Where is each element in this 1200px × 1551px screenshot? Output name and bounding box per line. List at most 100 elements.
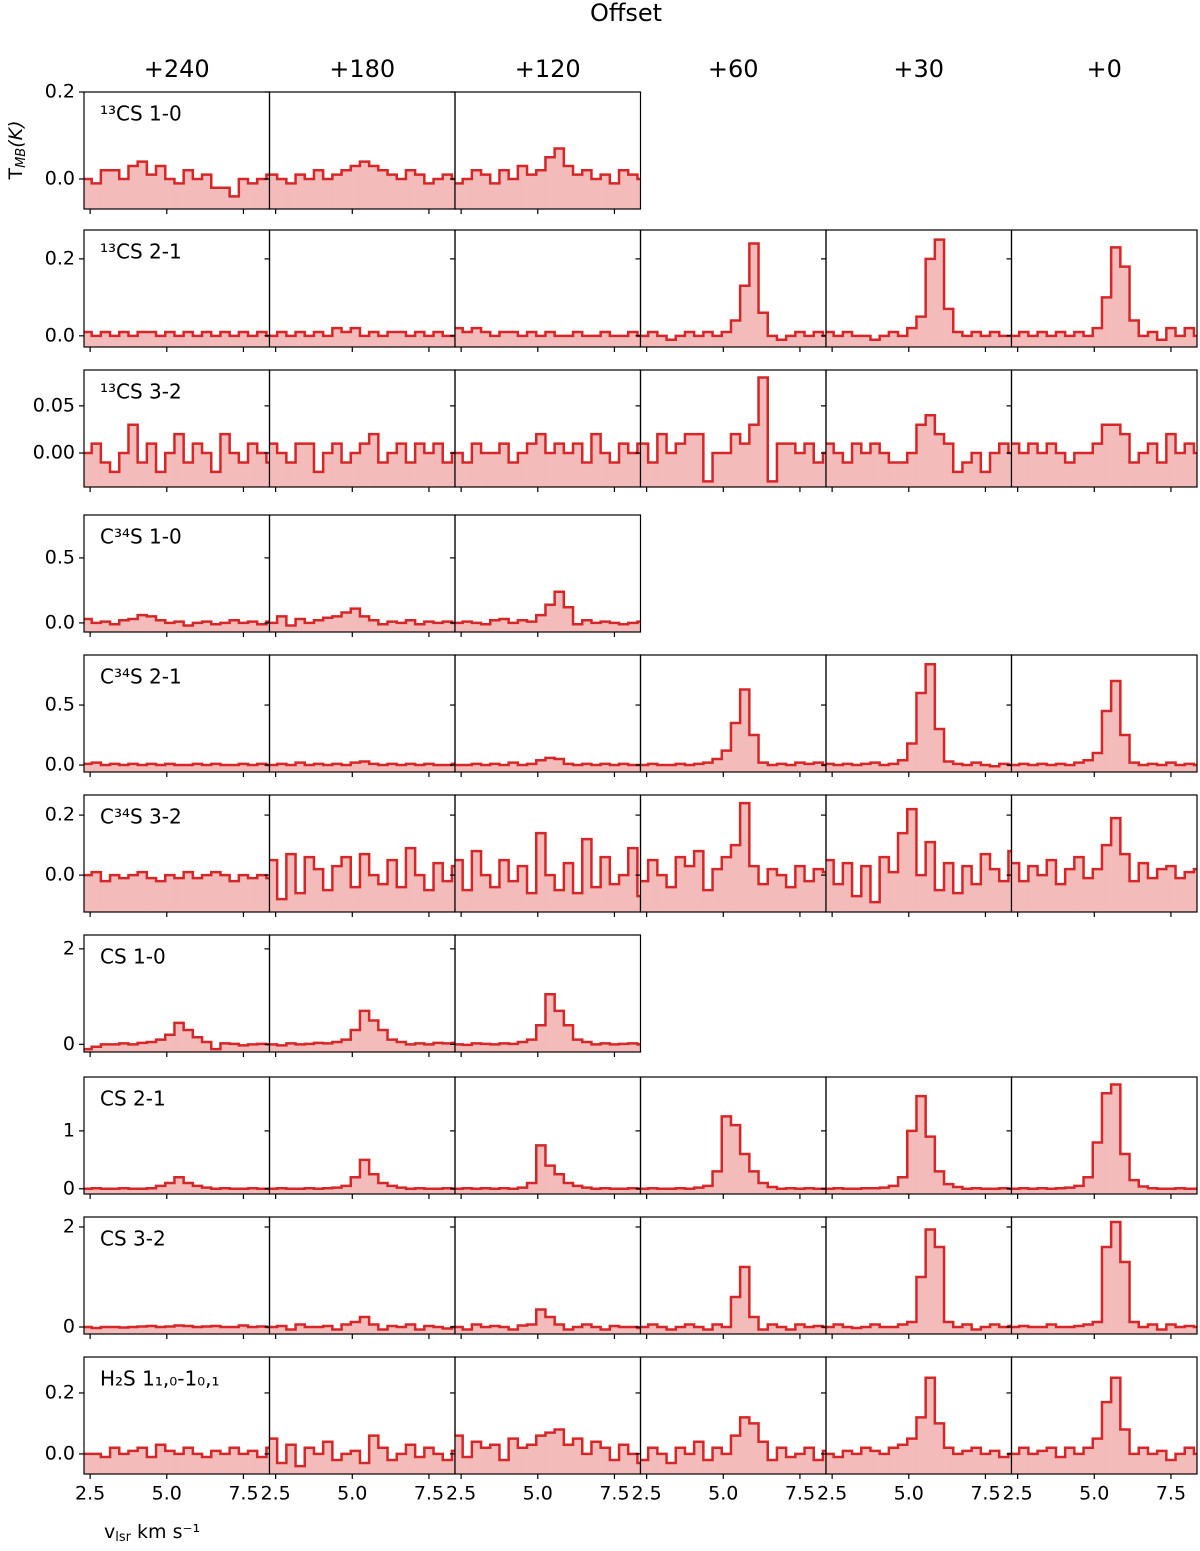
channel-fill — [1111, 1377, 1121, 1474]
channel-fill — [609, 1459, 620, 1474]
channel-fill — [359, 854, 370, 912]
channel-fill — [481, 331, 491, 347]
channel-fill — [1157, 1329, 1167, 1334]
channel-fill — [517, 765, 528, 772]
channel-fill — [451, 1450, 455, 1474]
panel-data — [84, 423, 270, 487]
panel-frame — [268, 514, 456, 633]
channel-fill — [156, 471, 166, 487]
channel-fill — [1157, 869, 1167, 912]
channel-fill — [609, 622, 620, 632]
channel-fill — [165, 1034, 175, 1052]
channel-fill — [183, 625, 194, 632]
channel-fill — [257, 763, 267, 772]
channel-fill — [313, 1042, 324, 1052]
channel-fill — [758, 377, 769, 487]
channel-fill — [128, 1450, 138, 1474]
channel-fill — [84, 331, 92, 347]
channel-fill — [609, 462, 620, 487]
channel-fill — [387, 763, 398, 772]
spectrum-line — [84, 423, 270, 474]
channel-fill — [192, 622, 203, 632]
channel-fill — [666, 453, 677, 487]
channel-fill — [1111, 424, 1121, 487]
channel-fill — [703, 1329, 713, 1334]
channel-fill — [211, 187, 221, 209]
channel-fill — [304, 178, 315, 209]
panel-frame — [268, 654, 456, 773]
channel-fill — [517, 866, 528, 912]
channel-fill — [396, 1041, 407, 1052]
channel-fill — [248, 443, 258, 487]
channel-fill — [202, 331, 212, 347]
panel-data — [826, 238, 1012, 347]
panel-data — [455, 590, 641, 632]
channel-fill — [545, 157, 555, 209]
y-tick-label: 2 — [63, 1216, 75, 1238]
channel-fill — [415, 875, 425, 912]
channel-fill — [888, 1447, 899, 1474]
channel-fill — [396, 887, 407, 912]
channel-fill — [91, 872, 102, 912]
channel-fill — [359, 443, 370, 487]
channel-fill — [1055, 1456, 1066, 1474]
channel-fill — [1046, 335, 1057, 347]
channel-fill — [490, 183, 500, 209]
channel-fill — [433, 622, 444, 632]
channel-fill — [128, 1327, 138, 1334]
channel-fill — [269, 1044, 278, 1052]
channel-fill — [295, 762, 306, 772]
x-tick-label: 2.5 — [817, 1483, 847, 1505]
channel-fill — [455, 183, 463, 209]
channel-fill — [925, 258, 936, 347]
channel-fill — [648, 331, 658, 347]
channel-fill — [455, 1327, 463, 1334]
channel-fill — [1193, 869, 1197, 912]
channel-fill — [1120, 1154, 1130, 1194]
channel-fill — [870, 902, 880, 912]
y-tick-label: 0 — [63, 1316, 75, 1338]
channel-fill — [433, 178, 444, 209]
channel-fill — [508, 622, 519, 632]
channel-fill — [359, 335, 370, 347]
channel-fill — [563, 335, 574, 347]
channel-fill — [852, 1328, 862, 1334]
channel-fill — [369, 165, 379, 209]
channel-fill — [795, 866, 805, 912]
channel-fill — [277, 1326, 287, 1334]
channel-fill — [238, 875, 249, 912]
channel-fill — [359, 761, 370, 772]
channel-fill — [861, 1327, 871, 1334]
channel-fill — [91, 335, 102, 347]
channel-fill — [202, 1456, 212, 1474]
channel-fill — [953, 471, 963, 487]
y-axis-label: TMB(K) — [5, 120, 29, 180]
channel-fill — [341, 1039, 352, 1052]
channel-fill — [888, 1327, 899, 1334]
channel-fill — [286, 335, 296, 347]
channel-fill — [451, 178, 455, 209]
channel-fill — [442, 881, 453, 912]
channel-fill — [1092, 1322, 1103, 1334]
channel-fill — [637, 178, 641, 209]
channel-fill — [640, 1327, 649, 1334]
channel-fill — [192, 178, 203, 209]
channel-fill — [481, 875, 491, 912]
channel-fill — [91, 622, 102, 632]
channel-fill — [415, 765, 425, 772]
channel-fill — [451, 763, 455, 772]
channel-fill — [657, 335, 667, 347]
channel-fill — [248, 1327, 258, 1334]
row-label: H₂S 1₁,₀-1₀,₁ — [100, 1367, 220, 1391]
channel-fill — [387, 621, 398, 632]
channel-fill — [944, 1447, 954, 1474]
channel-fill — [192, 1185, 203, 1194]
channel-fill — [1138, 1327, 1149, 1334]
channel-fill — [609, 884, 620, 912]
channel-fill — [740, 1267, 750, 1334]
channel-fill — [499, 619, 509, 632]
channel-fill — [119, 331, 129, 347]
channel-fill — [462, 890, 473, 912]
channel-fill — [563, 863, 574, 912]
channel-fill — [174, 434, 184, 487]
